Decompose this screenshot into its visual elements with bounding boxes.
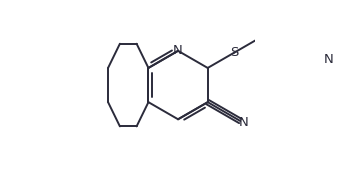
- Text: N: N: [324, 54, 334, 67]
- Text: S: S: [230, 46, 239, 59]
- Text: N: N: [239, 116, 248, 129]
- Text: N: N: [173, 44, 183, 57]
